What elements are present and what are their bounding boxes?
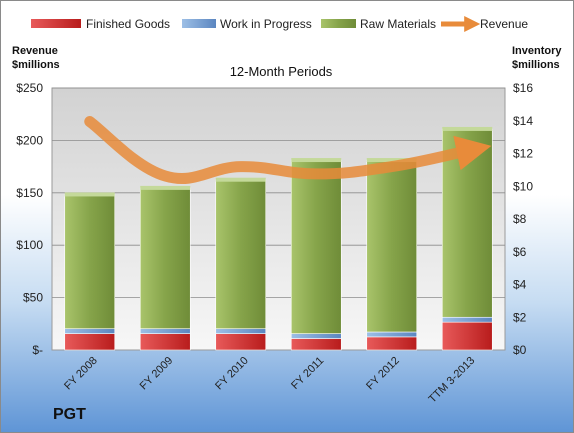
bars [64,126,493,351]
legend-label-revenue: Revenue [480,17,528,31]
bar-top-cap [215,177,266,182]
bar-work-in-progress [290,333,342,339]
left-axis-ticks: $- $50 $100 $150 $200 $250 [16,81,43,357]
bar-work-in-progress [139,328,191,334]
left-axis-title-line1: Revenue [12,45,58,57]
right-tick-label: $0 [513,343,527,357]
right-tick-label: $4 [513,278,527,292]
left-tick-label: $150 [16,186,43,200]
x-tick-label: FY 2012 [364,355,402,393]
right-tick-label: $2 [513,310,527,324]
bar-raw-materials [139,187,191,330]
legend-item-raw-materials: Raw Materials [321,17,436,31]
chart-title: 12-Month Periods [230,64,333,79]
right-tick-label: $10 [513,179,533,193]
legend-item-work-in-progress: Work in Progress [182,17,312,31]
bar-top-cap [140,185,191,190]
legend-item-finished-goods: Finished Goods [31,17,170,31]
left-tick-label: $200 [16,133,43,147]
bar-finished-goods [139,333,191,351]
x-tick-label: FY 2010 [213,355,251,393]
bar-raw-materials [366,159,418,333]
x-tick-label: TTM 3-2013 [427,355,478,406]
right-tick-label: $6 [513,245,527,259]
bar-finished-goods [366,336,418,351]
x-axis-ticks: FY 2008 FY 2009 FY 2010 FY 2011 FY 2012 TTM 3… [62,355,477,406]
right-tick-label: $12 [513,147,533,161]
legend-label-finished-goods: Finished Goods [86,17,170,31]
bar-finished-goods [64,333,116,351]
right-axis-ticks: $0 $2 $4 $6 $8 $10 $12 $14 $16 [513,81,533,357]
legend: Finished Goods Work in Progress Raw Mate… [31,15,528,33]
bar-work-in-progress [366,331,418,338]
revenue-line-layer [84,116,492,185]
bar-finished-goods [290,338,342,351]
bar-top-cap [366,158,417,163]
legend-label-work-in-progress: Work in Progress [220,17,312,31]
bar-finished-goods [441,321,493,351]
left-tick-label: $100 [16,238,43,252]
right-tick-label: $8 [513,212,527,226]
right-tick-label: $14 [513,114,533,128]
bar-top-cap [442,126,493,131]
bar-raw-materials [215,179,267,330]
right-axis-title-line2: $millions [512,59,560,71]
x-tick-label: FY 2008 [62,355,100,393]
legend-swatch-work-in-progress [182,19,216,28]
revenue-line [84,116,492,185]
bar-top-cap [291,158,342,163]
left-tick-label: $- [32,343,43,357]
right-axis-title-line1: Inventory [512,45,562,57]
gridlines [52,87,505,299]
right-tick-label: $16 [513,81,533,95]
bar-work-in-progress [215,328,267,334]
x-tick-label: FY 2011 [289,355,326,392]
legend-swatch-finished-goods [31,19,81,28]
bar-raw-materials [290,159,342,334]
legend-item-revenue: Revenue [441,15,528,33]
legend-label-raw-materials: Raw Materials [360,17,436,31]
company-label: PGT [53,406,86,423]
bar-finished-goods [215,333,267,351]
left-tick-label: $50 [23,291,43,305]
left-tick-label: $250 [16,81,43,95]
x-tick-label: FY 2009 [138,355,176,393]
legend-swatch-raw-materials [321,19,356,28]
bar-raw-materials [64,194,116,330]
bar-work-in-progress [441,316,493,323]
left-axis-title-line2: $millions [12,59,60,71]
bar-top-cap [64,192,115,197]
plot-area [51,87,506,351]
bar-work-in-progress [64,328,116,334]
